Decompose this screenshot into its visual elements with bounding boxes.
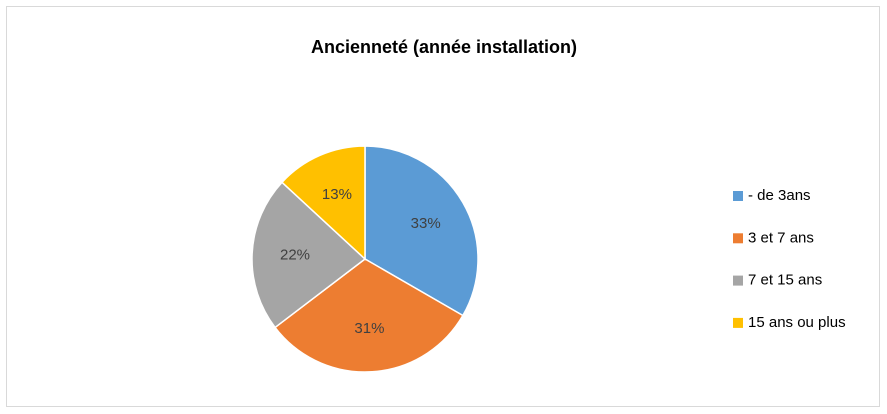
legend-label: - de 3ans	[748, 187, 811, 204]
legend-label: 7 et 15 ans	[748, 272, 822, 289]
data-label: 13%	[322, 186, 352, 203]
data-label: 22%	[280, 247, 310, 264]
legend-swatch	[733, 233, 743, 244]
legend-label: 3 et 7 ans	[748, 229, 814, 246]
legend-label: 15 ans ou plus	[748, 314, 846, 331]
data-label: 31%	[354, 320, 384, 337]
legend-swatch	[733, 275, 743, 286]
pie-slice	[251, 181, 367, 329]
chart-title: Ancienneté (année installation)	[311, 37, 577, 57]
data-label: 33%	[411, 215, 441, 232]
pie-slice	[364, 145, 479, 317]
pie-slice	[274, 258, 464, 373]
legend-swatch	[733, 191, 743, 201]
pie-slice	[280, 145, 366, 261]
legend-swatch	[733, 317, 743, 328]
